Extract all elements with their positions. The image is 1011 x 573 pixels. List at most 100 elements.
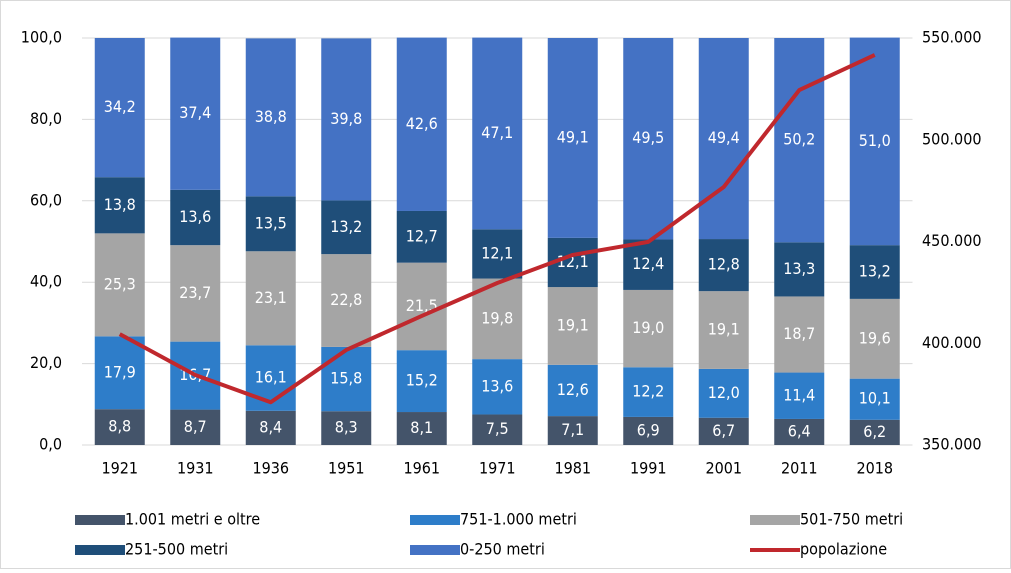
line: [118, 53, 876, 405]
bar-segment: [94, 177, 145, 234]
bar-segment: [472, 37, 523, 230]
bar-segment: [170, 189, 221, 246]
data-label: 18,7: [783, 324, 815, 343]
data-label: 12,6: [557, 380, 589, 399]
data-label: 10,1: [859, 389, 891, 408]
data-label: 12,8: [708, 255, 740, 274]
bar-segment: [321, 200, 372, 255]
bar-segment: [321, 254, 372, 347]
data-label: 6,2: [863, 422, 886, 441]
data-label: 6,7: [712, 421, 735, 440]
data-label: 38,8: [255, 107, 287, 126]
data-label: 37,4: [179, 103, 211, 122]
bar-segment: [698, 291, 749, 369]
data-label: 21,5: [406, 296, 438, 315]
bar-segment: [623, 38, 674, 240]
legend-swatch: [410, 515, 460, 525]
data-label: 8,7: [184, 417, 207, 436]
x-tick-label: 1951: [328, 459, 365, 478]
bar-segment: [849, 298, 900, 379]
data-label: 8,8: [108, 417, 131, 436]
bar-segment: [623, 367, 674, 417]
bar-segment: [547, 416, 598, 445]
data-label: 42,6: [406, 114, 438, 133]
data-label: 6,4: [788, 421, 811, 440]
y-tick-label: 0,0: [39, 435, 62, 454]
legend-swatch: [75, 515, 125, 525]
bar-segment: [396, 412, 447, 445]
data-label: 13,2: [859, 262, 891, 281]
bar-segment: [547, 287, 598, 365]
data-label: 39,8: [330, 109, 362, 128]
bar-segment: [396, 37, 447, 211]
data-label: 13,2: [330, 217, 362, 236]
bar-segment: [774, 372, 825, 419]
bar-segment: [396, 262, 447, 351]
x-tick-label: 1921: [101, 459, 138, 478]
legend-swatch: [75, 545, 125, 555]
data-label: 50,2: [783, 130, 815, 149]
bar-segment: [170, 245, 221, 342]
x-tick-label: 1961: [403, 459, 440, 478]
data-label: 13,6: [481, 376, 513, 395]
legend-label: 1.001 metri e oltre: [125, 510, 260, 529]
bar-segment: [94, 409, 145, 445]
data-label: 7,5: [486, 419, 509, 438]
data-label: 23,1: [255, 288, 287, 307]
bar-segment: [774, 38, 825, 243]
y-tick-label: 60,0: [30, 190, 62, 209]
y-tick-label: 20,0: [30, 353, 62, 372]
bar-segment: [698, 417, 749, 445]
bar-segment: [698, 38, 749, 240]
legend-swatch: [750, 515, 800, 525]
data-label: 8,4: [259, 417, 282, 436]
x-tick-label: 2001: [705, 459, 742, 478]
y-tick-label: 40,0: [30, 272, 62, 291]
legend-swatch: [410, 545, 460, 555]
data-label: 16,1: [255, 368, 287, 387]
bar-segment: [698, 368, 749, 418]
data-label: 19,0: [632, 318, 664, 337]
bar-segment: [774, 418, 825, 445]
data-label: 19,8: [481, 308, 513, 327]
bar-segment: [321, 411, 372, 445]
bar-segment: [472, 359, 523, 415]
data-label: 8,1: [410, 418, 433, 437]
bar-segment: [94, 233, 145, 337]
bar-segment: [396, 210, 447, 263]
data-label: 34,2: [104, 97, 136, 116]
legend-label: 501-750 metri: [800, 510, 903, 529]
bar-segment: [849, 378, 900, 420]
data-label: 22,8: [330, 290, 362, 309]
data-label: 17,9: [104, 362, 136, 381]
data-label: 25,3: [104, 274, 136, 293]
x-tick-label: 1936: [252, 459, 289, 478]
data-label: 12,7: [406, 226, 438, 245]
legend-label: 251-500 metri: [125, 540, 228, 559]
legend-label: 0-250 metri: [460, 540, 545, 559]
data-label: 15,2: [406, 371, 438, 390]
bar-segment: [245, 38, 296, 197]
bar-segment: [170, 409, 221, 445]
bar-segment: [774, 242, 825, 297]
data-label: 15,8: [330, 369, 362, 388]
data-label: 12,0: [708, 383, 740, 402]
data-label: 13,5: [255, 213, 287, 232]
data-label: 49,4: [708, 128, 740, 147]
x-tick-label: 2011: [781, 459, 818, 478]
bar-segment: [623, 289, 674, 368]
data-label: 13,3: [783, 259, 815, 278]
y2-tick-label: 400.000: [922, 333, 982, 352]
y2-tick-label: 450.000: [922, 231, 982, 250]
data-label: 51,0: [859, 131, 891, 150]
data-label: 12,2: [632, 382, 664, 401]
bar-segment: [321, 38, 372, 201]
bar-segment: [94, 38, 145, 178]
x-tick-label: 1971: [479, 459, 516, 478]
bar-segment: [623, 416, 674, 445]
bar-segment: [849, 419, 900, 445]
y-tick-label: 80,0: [30, 109, 62, 128]
data-label: 49,5: [632, 128, 664, 147]
bar-segment: [472, 414, 523, 445]
bar-segment: [774, 296, 825, 373]
